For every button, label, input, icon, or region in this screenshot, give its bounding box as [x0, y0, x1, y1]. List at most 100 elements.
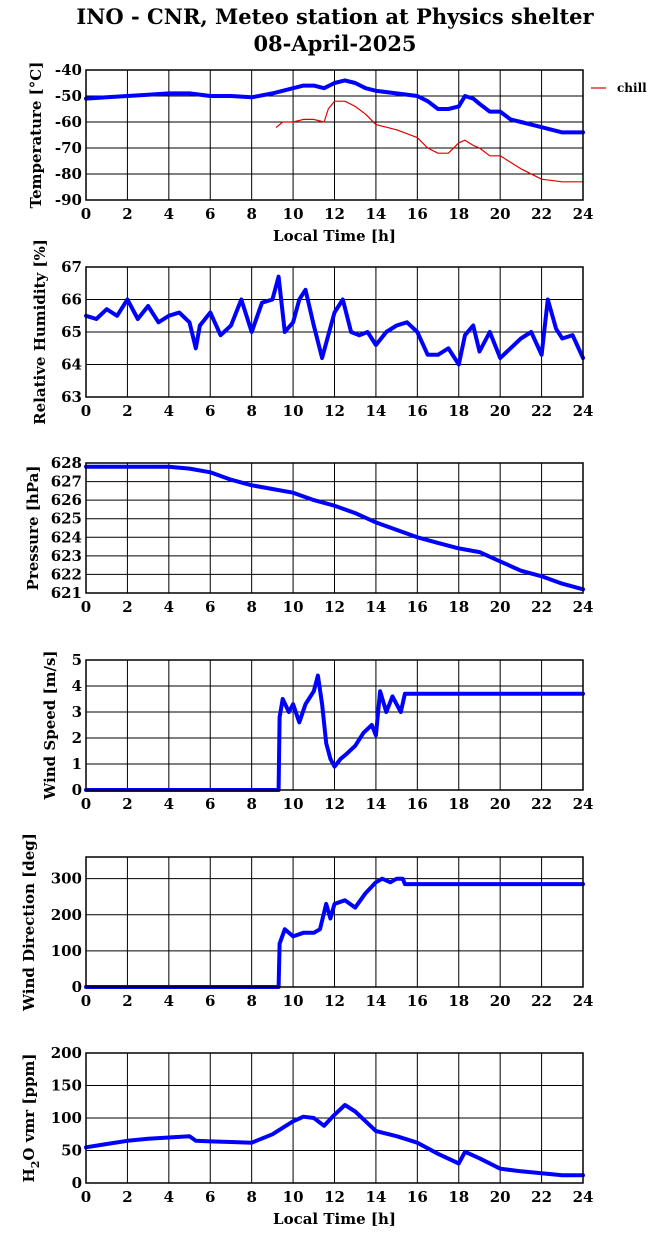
- plot-frame: [85, 69, 584, 201]
- x-tick-label: 12: [324, 402, 345, 420]
- y-tick-label: 5: [72, 651, 82, 669]
- y-axis-label: Relative Humidity [%]: [31, 239, 49, 425]
- x-tick-label: 0: [81, 1188, 91, 1206]
- y-tick-label: 67: [61, 258, 82, 276]
- x-tick-label: 18: [448, 1188, 469, 1206]
- x-tick-label: 24: [573, 1188, 594, 1206]
- x-tick-label: 20: [490, 795, 511, 813]
- y-tick-label: -90: [55, 191, 82, 209]
- x-tick-label: 22: [531, 1188, 552, 1206]
- y-tick-label: 0: [72, 978, 82, 996]
- x-tick-label: 12: [324, 992, 345, 1010]
- x-tick-label: 8: [246, 1188, 256, 1206]
- x-tick-label: 0: [81, 598, 91, 616]
- y-tick-label: 1: [72, 755, 82, 773]
- x-tick-label: 8: [246, 205, 256, 223]
- x-tick-label: 8: [246, 598, 256, 616]
- x-tick-label: 8: [246, 992, 256, 1010]
- y-tick-label: -40: [55, 61, 82, 79]
- x-tick-label: 2: [122, 992, 132, 1010]
- legend-label: chill: [617, 81, 647, 95]
- x-tick-label: 22: [531, 795, 552, 813]
- y-tick-label: -50: [55, 87, 82, 105]
- x-tick-label: 16: [407, 402, 428, 420]
- x-tick-label: 20: [490, 992, 511, 1010]
- x-tick-label: 14: [365, 795, 386, 813]
- y-tick-label: 625: [51, 510, 82, 528]
- data-series-1: [84, 876, 585, 989]
- x-tick-label: 14: [365, 402, 386, 420]
- x-tick-label: 12: [324, 205, 345, 223]
- x-tick-label: 16: [407, 1188, 428, 1206]
- x-tick-label: 14: [365, 598, 386, 616]
- x-tick-label: 6: [205, 205, 215, 223]
- x-tick-label: 20: [490, 402, 511, 420]
- x-tick-label: 6: [205, 1188, 215, 1206]
- x-tick-label: 4: [164, 402, 174, 420]
- x-tick-label: 4: [164, 205, 174, 223]
- x-tick-label: 12: [324, 1188, 345, 1206]
- chart-panels: 0 2 4 6 8 10 12 14 16 18 20 22 24-90-80-70-60-50-40L…: [20, 61, 647, 1228]
- data-series-1: [84, 78, 585, 135]
- y-tick-label: 200: [51, 1044, 82, 1062]
- x-tick-label: 10: [283, 1188, 304, 1206]
- x-tick-label: 6: [205, 795, 215, 813]
- y-tick-label: 65: [61, 323, 82, 341]
- data-series-1: [84, 673, 585, 792]
- plot-frame: [85, 462, 584, 594]
- y-tick-label: 0: [72, 1174, 82, 1192]
- x-tick-label: 0: [81, 205, 91, 223]
- x-tick-label: 14: [365, 992, 386, 1010]
- x-tick-label: 20: [490, 205, 511, 223]
- y-tick-label: 200: [51, 906, 82, 924]
- x-tick-label: 20: [490, 598, 511, 616]
- x-tick-label: 6: [205, 992, 215, 1010]
- y-axis-label: Wind Direction [deg]: [20, 833, 38, 1012]
- y-tick-label: 628: [51, 454, 82, 472]
- y-tick-label: 622: [51, 565, 82, 583]
- chart-panel-1: 0 2 4 6 8 10 12 14 16 18 20 22 24-90-80-70-60-50-40L…: [27, 61, 647, 245]
- x-axis-label: Local Time [h]: [273, 227, 396, 245]
- y-axis-label: Temperature [°C]: [27, 62, 45, 209]
- y-tick-label: 50: [61, 1142, 82, 1160]
- x-axis-label: Local Time [h]: [273, 1210, 396, 1228]
- chart-panel-2: 0 2 4 6 8 10 12 14 16 18 20 22 246364656667Relative …: [31, 239, 593, 425]
- data-series-1: [84, 1103, 585, 1178]
- chart-panel-3: 0 2 4 6 8 10 12 14 16 18 20 22 246216226236246256266…: [24, 454, 593, 616]
- page-title-line2: 08-April-2025: [253, 31, 416, 56]
- x-tick-label: 24: [573, 795, 594, 813]
- y-tick-label: 0: [72, 781, 82, 799]
- x-tick-label: 16: [407, 795, 428, 813]
- y-tick-label: -70: [55, 139, 82, 157]
- x-tick-label: 24: [573, 402, 594, 420]
- y-axis-label: Wind Speed [m/s]: [41, 650, 59, 800]
- x-tick-label: 2: [122, 1188, 132, 1206]
- y-tick-label: 4: [72, 677, 82, 695]
- x-tick-label: 10: [283, 598, 304, 616]
- x-tick-label: 4: [164, 992, 174, 1010]
- y-tick-label: 100: [51, 1109, 82, 1127]
- x-tick-label: 2: [122, 598, 132, 616]
- y-tick-label: 63: [61, 388, 82, 406]
- x-tick-label: 20: [490, 1188, 511, 1206]
- data-series-1: [84, 274, 585, 367]
- x-tick-label: 22: [531, 598, 552, 616]
- x-tick-label: 18: [448, 795, 469, 813]
- y-tick-label: 2: [72, 729, 82, 747]
- x-tick-label: 0: [81, 795, 91, 813]
- x-tick-label: 18: [448, 992, 469, 1010]
- plot-frame: [85, 266, 584, 398]
- y-tick-label: 300: [51, 870, 82, 888]
- plot-frame: [85, 1052, 584, 1184]
- y-tick-label: 64: [61, 356, 82, 374]
- x-tick-label: 24: [573, 598, 594, 616]
- x-tick-label: 4: [164, 795, 174, 813]
- y-axis-label: H2O vmr [ppm]: [20, 1054, 42, 1183]
- x-tick-label: 16: [407, 992, 428, 1010]
- x-tick-label: 24: [573, 205, 594, 223]
- x-tick-label: 18: [448, 598, 469, 616]
- x-tick-label: 10: [283, 402, 304, 420]
